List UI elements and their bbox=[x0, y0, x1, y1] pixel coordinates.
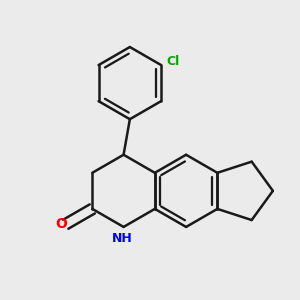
Text: NH: NH bbox=[112, 232, 133, 245]
Text: Cl: Cl bbox=[166, 55, 179, 68]
Text: O: O bbox=[55, 217, 67, 231]
